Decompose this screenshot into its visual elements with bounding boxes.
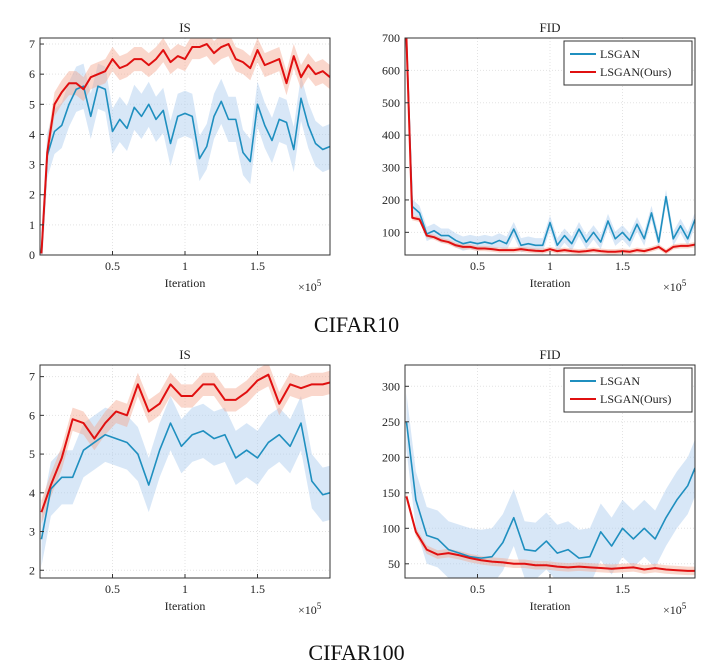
legend-box xyxy=(563,40,693,86)
y-tick-label: 200 xyxy=(382,193,400,207)
y-tick-label: 2 xyxy=(29,563,35,577)
y-tick-label: 300 xyxy=(382,161,400,175)
chart-title: FID xyxy=(540,20,561,35)
y-tick-label: 100 xyxy=(382,225,400,239)
ours-std-band xyxy=(406,492,695,576)
legend-label: LSGAN(Ours) xyxy=(600,65,671,79)
x-axis-label: Iteration xyxy=(165,599,206,613)
y-tick-label: 5 xyxy=(29,447,35,461)
legend: LSGAN LSGAN(Ours) xyxy=(563,40,693,86)
chart-panel-4: 0.5 1 1.5 50 100 150 200 250 300 FID Iteration ×105… xyxy=(382,347,696,617)
ours-series-line xyxy=(40,43,330,254)
y-tick-label: 4 xyxy=(29,486,35,500)
y-tick-label: 6 xyxy=(29,67,35,81)
legend-label: LSGAN(Ours) xyxy=(600,392,671,406)
y-tick-label: 4 xyxy=(29,127,35,141)
lsgan-series-line xyxy=(405,421,695,559)
x-tick-label: 0.5 xyxy=(470,259,485,273)
caption-cifar100: CIFAR100 xyxy=(308,640,405,665)
y-tick-label: 200 xyxy=(382,450,400,464)
legend-box xyxy=(563,367,693,413)
x-multiplier-label: ×105 xyxy=(298,278,322,294)
chart-panel-3: 0.5 1 1.5 2 3 4 5 6 7 IS Iteration ×105 xyxy=(29,347,331,617)
plot-area xyxy=(40,365,330,567)
x-multiplier-label: ×105 xyxy=(663,601,687,617)
lsgan-series-line xyxy=(405,38,695,247)
y-tick-label: 7 xyxy=(29,37,35,51)
x-multiplier-label: ×105 xyxy=(298,601,322,617)
plot-area xyxy=(40,38,330,255)
y-tick-label: 50 xyxy=(388,557,400,571)
legend: LSGAN LSGAN(Ours) xyxy=(563,367,693,413)
y-tick-label: 1 xyxy=(29,218,35,232)
x-tick-label: 1.5 xyxy=(250,582,265,596)
x-multiplier-label: ×105 xyxy=(663,278,687,294)
chart-title: IS xyxy=(179,20,191,35)
y-tick-label: 400 xyxy=(382,128,400,142)
x-tick-label: 1.5 xyxy=(615,582,630,596)
y-tick-label: 3 xyxy=(29,158,35,172)
x-tick-label: 1 xyxy=(547,582,553,596)
x-tick-label: 1.5 xyxy=(250,259,265,273)
y-tick-label: 6 xyxy=(29,408,35,422)
ours-std-band xyxy=(41,38,330,255)
lsgan-std-band xyxy=(41,63,330,255)
ours-series-line xyxy=(405,496,695,572)
y-tick-label: 700 xyxy=(382,31,400,45)
chart-panel-1: 0.5 1 1.5 0 1 2 3 4 5 6 7 IS Iteration ×105 xyxy=(29,20,331,294)
y-tick-label: 150 xyxy=(382,486,400,500)
x-axis-label: Iteration xyxy=(165,276,206,290)
plot-area xyxy=(405,393,695,578)
y-tick-label: 5 xyxy=(29,97,35,111)
legend-label: LSGAN xyxy=(600,47,640,61)
caption-cifar10: CIFAR10 xyxy=(313,312,400,337)
y-tick-label: 600 xyxy=(382,63,400,77)
chart-title: IS xyxy=(179,347,191,362)
x-axis-label: Iteration xyxy=(530,276,571,290)
y-tick-label: 500 xyxy=(382,96,400,110)
ours-series-line xyxy=(405,38,695,253)
y-tick-label: 7 xyxy=(29,370,35,384)
lsgan-std-band xyxy=(406,393,695,578)
y-tick-label: 0 xyxy=(29,248,35,262)
x-tick-label: 0.5 xyxy=(105,259,120,273)
plot-area xyxy=(405,38,695,255)
ours-std-band xyxy=(41,365,330,524)
x-tick-label: 0.5 xyxy=(470,582,485,596)
legend-label: LSGAN xyxy=(600,374,640,388)
x-tick-label: 1 xyxy=(182,259,188,273)
x-tick-label: 1 xyxy=(547,259,553,273)
ours-series-line xyxy=(40,373,330,513)
chart-title: FID xyxy=(540,347,561,362)
chart-panel-2: 0.5 1 1.5 100 200 300 400 500 600 700 FID Iteration… xyxy=(382,20,696,294)
x-tick-label: 1.5 xyxy=(615,259,630,273)
lsgan-series-line xyxy=(40,422,330,540)
y-tick-label: 3 xyxy=(29,525,35,539)
x-tick-label: 0.5 xyxy=(105,582,120,596)
x-axis-label: Iteration xyxy=(530,599,571,613)
y-tick-label: 2 xyxy=(29,188,35,202)
lsgan-std-band xyxy=(41,395,330,567)
y-tick-label: 300 xyxy=(382,379,400,393)
lsgan-series-line xyxy=(40,85,330,254)
y-tick-label: 250 xyxy=(382,415,400,429)
x-tick-label: 1 xyxy=(182,582,188,596)
y-tick-label: 100 xyxy=(382,521,400,535)
